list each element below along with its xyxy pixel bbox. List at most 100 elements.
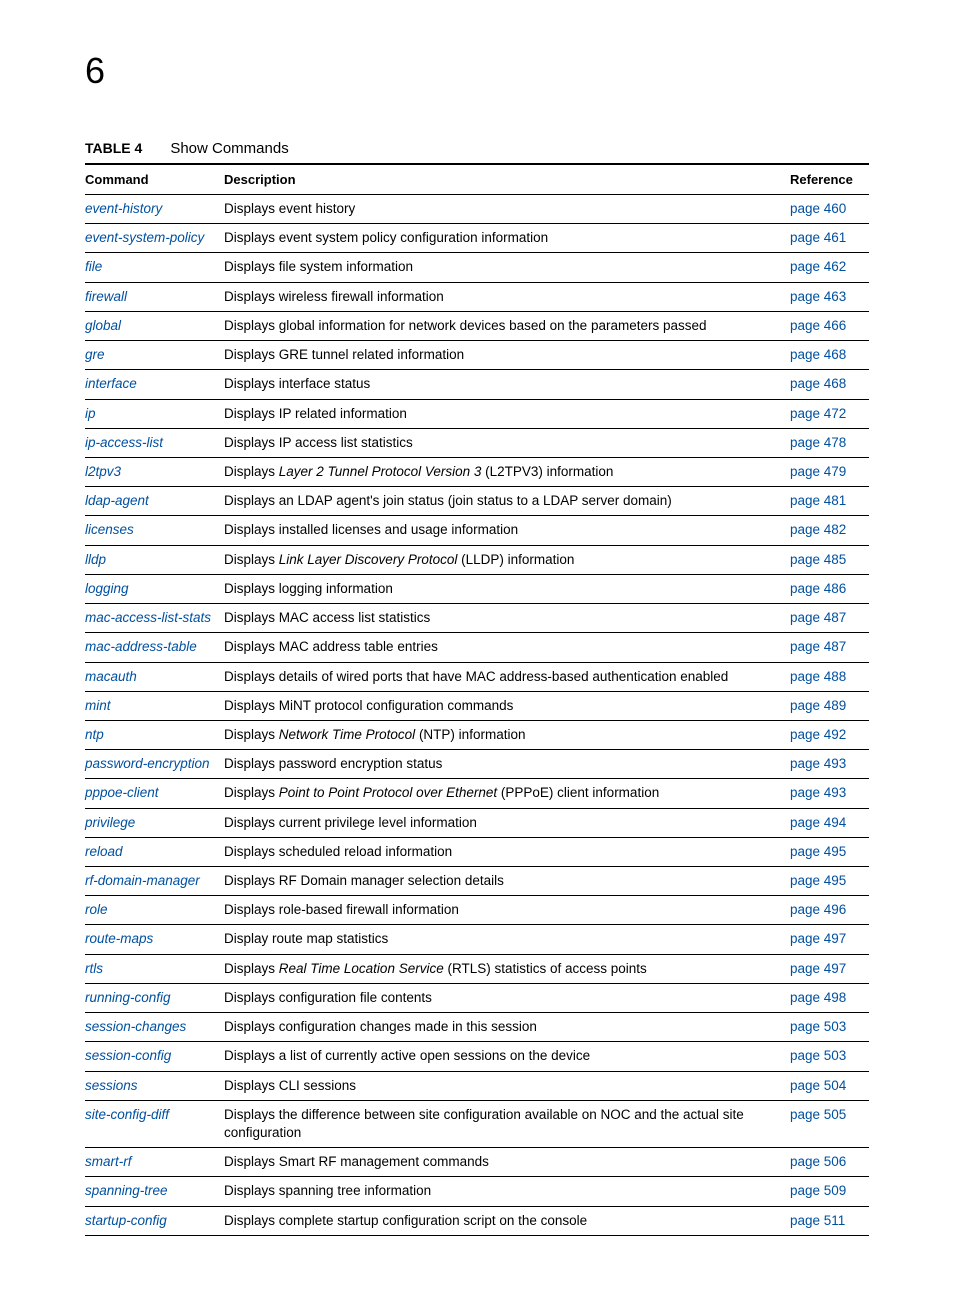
page-link[interactable]: page 493: [790, 756, 846, 771]
page-link[interactable]: page 497: [790, 961, 846, 976]
page-link[interactable]: page 503: [790, 1019, 846, 1034]
command-link[interactable]: mint: [85, 698, 111, 713]
command-description: Displays GRE tunnel related information: [224, 341, 790, 370]
table-row: event-system-policy Displays event system…: [85, 224, 869, 253]
command-description: Displays Smart RF management commands: [224, 1148, 790, 1177]
command-link[interactable]: running-config: [85, 990, 171, 1005]
page-link[interactable]: page 486: [790, 581, 846, 596]
command-link[interactable]: role: [85, 902, 108, 917]
table-row: licenses Displays installed licenses and …: [85, 516, 869, 545]
commands-table: Command Description Reference event-hist…: [85, 165, 869, 1236]
table-row: smart-rf Displays Smart RF management com…: [85, 1148, 869, 1177]
command-link[interactable]: site-config-diff: [85, 1107, 169, 1122]
command-link[interactable]: rf-domain-manager: [85, 873, 200, 888]
command-link[interactable]: logging: [85, 581, 129, 596]
table-row: ntpDisplays Network Time Protocol (NTP) …: [85, 720, 869, 749]
page-link[interactable]: page 472: [790, 406, 846, 421]
command-link[interactable]: smart-rf: [85, 1154, 132, 1169]
page-link[interactable]: page 460: [790, 201, 846, 216]
command-description: Displays event system policy configurati…: [224, 224, 790, 253]
table-row: loggingDisplays logging informationpage …: [85, 574, 869, 603]
page-link[interactable]: page 505: [790, 1107, 846, 1122]
command-link[interactable]: session-changes: [85, 1019, 186, 1034]
command-link[interactable]: rtls: [85, 961, 103, 976]
command-description: Displays complete startup configuration …: [224, 1206, 790, 1235]
command-link[interactable]: event-history: [85, 201, 162, 216]
table-row: session-changesDisplays configuration ch…: [85, 1013, 869, 1042]
command-link[interactable]: session-config: [85, 1048, 171, 1063]
table-row: gre Displays GRE tunnel related informati…: [85, 341, 869, 370]
page-link[interactable]: page 481: [790, 493, 846, 508]
command-link[interactable]: ldap-agent: [85, 493, 149, 508]
page-link[interactable]: page 498: [790, 990, 846, 1005]
command-link[interactable]: pppoe-client: [85, 785, 159, 800]
command-description: Displays current privilege level informa…: [224, 808, 790, 837]
command-link[interactable]: reload: [85, 844, 123, 859]
page-link[interactable]: page 463: [790, 289, 846, 304]
command-link[interactable]: route-maps: [85, 931, 153, 946]
command-link[interactable]: mac-access-list-stats: [85, 610, 211, 625]
command-link[interactable]: gre: [85, 347, 105, 362]
page-link[interactable]: page 478: [790, 435, 846, 450]
page-link[interactable]: page 461: [790, 230, 846, 245]
command-link[interactable]: privilege: [85, 815, 135, 830]
page-link[interactable]: page 468: [790, 376, 846, 391]
page-link[interactable]: page 468: [790, 347, 846, 362]
table-row: session-configDisplays a list of current…: [85, 1042, 869, 1071]
command-link[interactable]: firewall: [85, 289, 127, 304]
table-row: reloadDisplays scheduled reload informat…: [85, 837, 869, 866]
page-link[interactable]: page 492: [790, 727, 846, 742]
page-link[interactable]: page 495: [790, 844, 846, 859]
page-link[interactable]: page 495: [790, 873, 846, 888]
command-description: Display route map statistics: [224, 925, 790, 954]
command-link[interactable]: macauth: [85, 669, 137, 684]
command-description: Displays MAC access list statistics: [224, 604, 790, 633]
command-link[interactable]: interface: [85, 376, 137, 391]
page-link[interactable]: page 482: [790, 522, 846, 537]
page-link[interactable]: page 479: [790, 464, 846, 479]
command-link[interactable]: l2tpv3: [85, 464, 121, 479]
command-link[interactable]: password-encryption: [85, 756, 210, 771]
command-description: Displays MAC address table entries: [224, 633, 790, 662]
page-link[interactable]: page 485: [790, 552, 846, 567]
header-reference: Reference: [790, 165, 869, 195]
page-link[interactable]: page 506: [790, 1154, 846, 1169]
page-link[interactable]: page 488: [790, 669, 846, 684]
command-description: Displays IP access list statistics: [224, 428, 790, 457]
command-link[interactable]: global: [85, 318, 121, 333]
command-link[interactable]: spanning-tree: [85, 1183, 168, 1198]
page-link[interactable]: page 496: [790, 902, 846, 917]
page-link[interactable]: page 509: [790, 1183, 846, 1198]
command-link[interactable]: ip: [85, 406, 96, 421]
page-link[interactable]: page 493: [790, 785, 846, 800]
page-link[interactable]: page 487: [790, 610, 846, 625]
table-row: firewallDisplays wireless firewall infor…: [85, 282, 869, 311]
page-link[interactable]: page 504: [790, 1078, 846, 1093]
page-link[interactable]: page 487: [790, 639, 846, 654]
command-link[interactable]: ip-access-list: [85, 435, 163, 450]
table-label: TABLE 4: [85, 140, 142, 156]
command-link[interactable]: startup-config: [85, 1213, 167, 1228]
page-link[interactable]: page 511: [790, 1213, 845, 1228]
command-description: Displays role-based firewall information: [224, 896, 790, 925]
table-row: mac-access-list-stats Displays MAC access…: [85, 604, 869, 633]
page-link[interactable]: page 494: [790, 815, 846, 830]
page-link[interactable]: page 462: [790, 259, 846, 274]
command-link[interactable]: event-system-policy: [85, 230, 204, 245]
table-row: running-configDisplays configuration fil…: [85, 983, 869, 1012]
table-row: globalDisplays global information for ne…: [85, 311, 869, 340]
page-link[interactable]: page 489: [790, 698, 846, 713]
command-description: Displays installed licenses and usage in…: [224, 516, 790, 545]
command-link[interactable]: file: [85, 259, 102, 274]
command-link[interactable]: lldp: [85, 552, 106, 567]
command-link[interactable]: mac-address-table: [85, 639, 197, 654]
table-row: role Displays role-based firewall informa…: [85, 896, 869, 925]
command-link[interactable]: ntp: [85, 727, 104, 742]
page-link[interactable]: page 503: [790, 1048, 846, 1063]
table-row: ldap-agentDisplays an LDAP agent's join …: [85, 487, 869, 516]
command-link[interactable]: licenses: [85, 522, 134, 537]
page-link[interactable]: page 466: [790, 318, 846, 333]
command-description: Displays password encryption status: [224, 750, 790, 779]
command-link[interactable]: sessions: [85, 1078, 138, 1093]
page-link[interactable]: page 497: [790, 931, 846, 946]
